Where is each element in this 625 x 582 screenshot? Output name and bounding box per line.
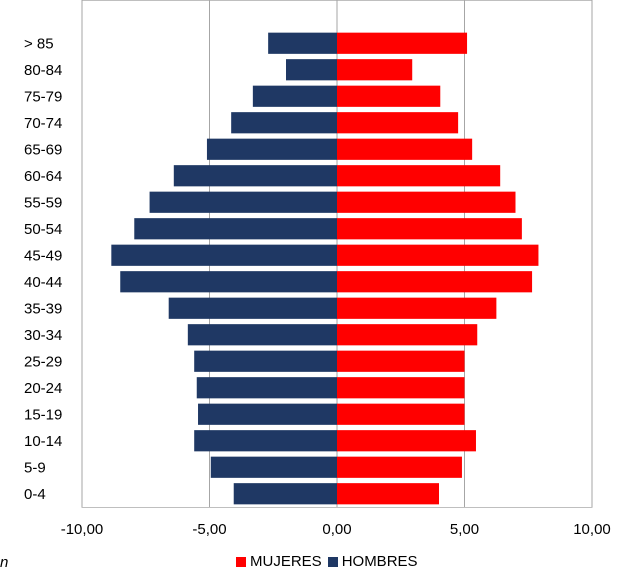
legend-swatch-hombres xyxy=(327,556,338,567)
y-category-label: 60-64 xyxy=(24,168,62,185)
y-category-label: 55-59 xyxy=(24,194,62,211)
bar-mujeres xyxy=(337,244,539,266)
bar-hombres xyxy=(286,59,337,81)
bar-hombres xyxy=(268,32,337,54)
y-category-label: 20-24 xyxy=(24,380,62,397)
y-category-label: 45-49 xyxy=(24,247,62,264)
y-category-label: 10-14 xyxy=(24,433,62,450)
chart-legend: MUJERES HOMBRES xyxy=(236,553,424,570)
y-category-label: 65-69 xyxy=(24,141,62,158)
bar-mujeres xyxy=(337,430,476,452)
bar-hombres xyxy=(187,324,337,346)
y-category-label: 35-39 xyxy=(24,300,62,317)
x-tick-label: 0,00 xyxy=(322,521,351,538)
y-category-label: 50-54 xyxy=(24,221,62,238)
y-category-label: 40-44 xyxy=(24,274,62,291)
bar-mujeres xyxy=(337,297,497,319)
bar-mujeres xyxy=(337,59,413,81)
y-category-label: > 85 xyxy=(24,35,54,52)
bar-hombres xyxy=(168,297,337,319)
bar-hombres xyxy=(206,138,337,160)
bar-mujeres xyxy=(337,191,516,213)
bar-hombres xyxy=(111,244,337,266)
bar-mujeres xyxy=(337,377,465,399)
bar-mujeres xyxy=(337,271,533,293)
x-tick-label: 10,00 xyxy=(573,521,611,538)
legend-item-mujeres: MUJERES xyxy=(236,553,322,570)
x-tick-label: 5,00 xyxy=(450,521,479,538)
y-category-label: 5-9 xyxy=(24,459,46,476)
y-category-label: 80-84 xyxy=(24,62,62,79)
bar-mujeres xyxy=(337,324,478,346)
bar-mujeres xyxy=(337,112,459,134)
legend-label-mujeres: MUJERES xyxy=(250,553,322,570)
bar-mujeres xyxy=(337,456,462,478)
bar-mujeres xyxy=(337,85,441,107)
y-category-label: 70-74 xyxy=(24,115,62,132)
bar-hombres xyxy=(198,403,337,425)
y-category-label: 25-29 xyxy=(24,353,62,370)
bar-hombres xyxy=(233,483,337,505)
x-tick-label: -5,00 xyxy=(192,521,226,538)
bar-mujeres xyxy=(337,218,522,240)
bar-hombres xyxy=(196,377,337,399)
bar-hombres xyxy=(210,456,337,478)
bar-mujeres xyxy=(337,32,468,54)
bar-hombres xyxy=(194,350,337,372)
bar-mujeres xyxy=(337,483,439,505)
bar-mujeres xyxy=(337,165,501,187)
y-category-label: 75-79 xyxy=(24,88,62,105)
bar-hombres xyxy=(134,218,337,240)
bar-hombres xyxy=(252,85,337,107)
y-category-label: 0-4 xyxy=(24,486,46,503)
cut-off-text: n xyxy=(0,554,9,571)
bar-hombres xyxy=(231,112,337,134)
y-category-label: 30-34 xyxy=(24,327,62,344)
bar-mujeres xyxy=(337,138,473,160)
legend-item-hombres: HOMBRES xyxy=(327,553,418,570)
x-tick-label: -10,00 xyxy=(61,521,104,538)
bar-hombres xyxy=(120,271,337,293)
bar-mujeres xyxy=(337,403,465,425)
legend-swatch-mujeres xyxy=(236,556,246,567)
bar-hombres xyxy=(149,191,337,213)
bar-hombres xyxy=(173,165,337,187)
y-category-label: 15-19 xyxy=(24,406,62,423)
legend-label-hombres: HOMBRES xyxy=(341,553,418,570)
bar-hombres xyxy=(194,430,337,452)
bar-mujeres xyxy=(337,350,465,372)
